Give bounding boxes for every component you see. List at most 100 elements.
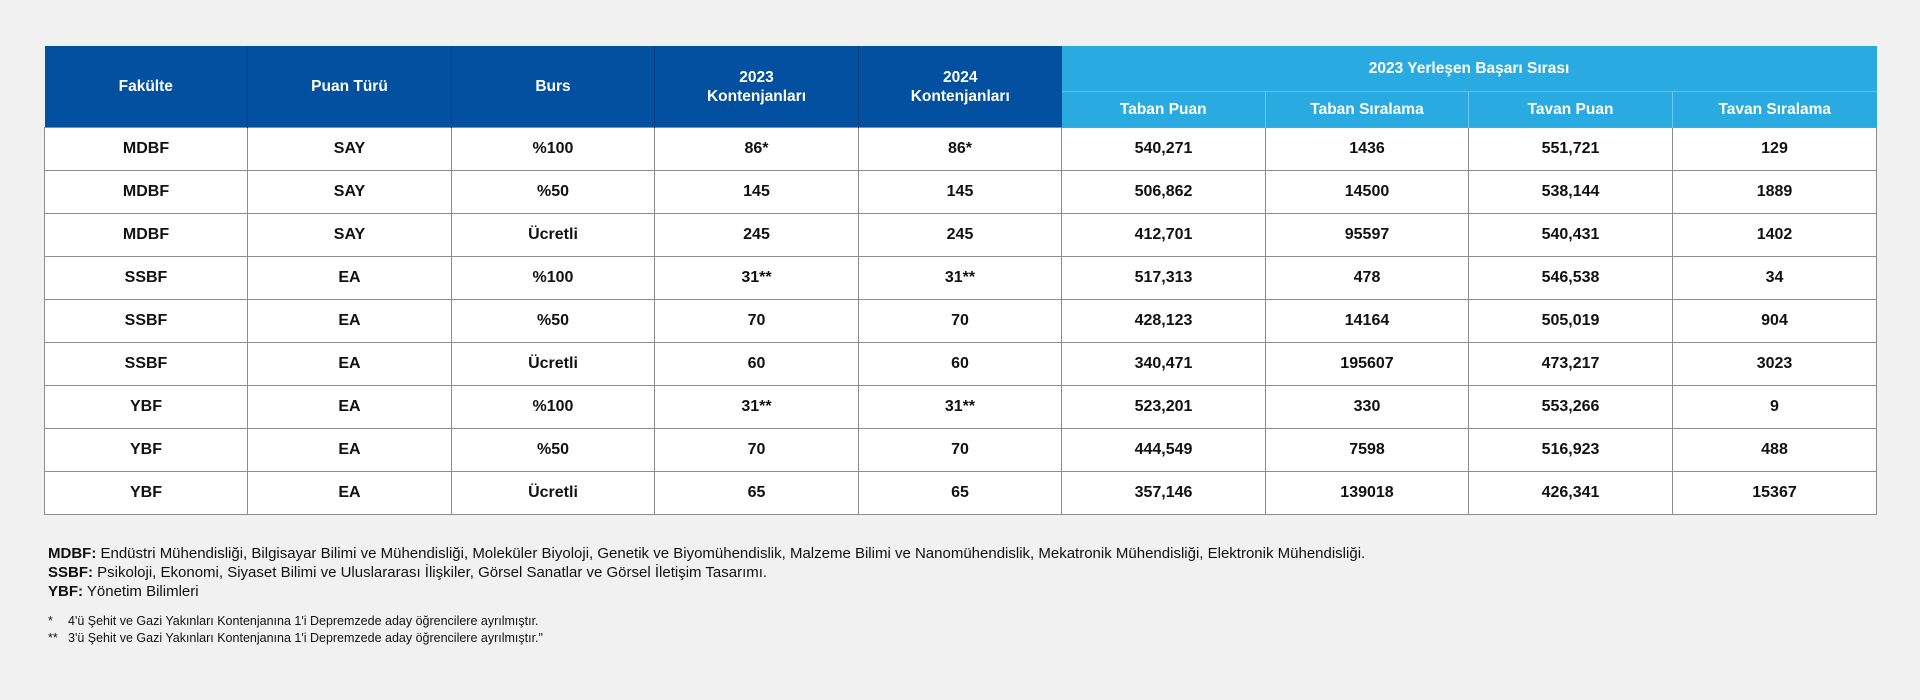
cell-burs: Ücretli xyxy=(451,213,655,257)
note-mdbf: MDBF: Endüstri Mühendisliği, Bilgisayar … xyxy=(48,544,1868,563)
cell-taban-siralama: 14500 xyxy=(1265,170,1469,214)
table-header: Fakülte Puan Türü Burs 2023 Kontenjanlar… xyxy=(44,46,1877,128)
cell-kontenjan-2024: 31** xyxy=(858,256,1062,300)
cell-tavan-siralama: 1402 xyxy=(1671,213,1878,257)
table-row: SSBF EA Ücretli 60 60 340,471 195607 473,217 302… xyxy=(44,342,1878,386)
cell-taban-siralama: 195607 xyxy=(1265,342,1469,386)
cell-taban-siralama: 7598 xyxy=(1265,428,1469,472)
cell-kontenjan-2023: 31** xyxy=(654,385,859,429)
cell-puan-turu: SAY xyxy=(247,170,452,214)
table-row: YBF EA %50 70 70 444,549 7598 516,923 488 xyxy=(44,428,1878,472)
cell-taban-puan: 506,862 xyxy=(1061,170,1266,214)
footnotes: * 4'ü Şehit ve Gazi Yakınları Kontenjanın… xyxy=(48,613,1868,647)
note-ssbf: SSBF: Psikoloji, Ekonomi, Siyaset Bilimi… xyxy=(48,563,1868,582)
cell-puan-turu: EA xyxy=(247,299,452,343)
footnote-2-mark: ** xyxy=(48,631,58,645)
cell-kontenjan-2024: 70 xyxy=(858,428,1062,472)
cell-burs: Ücretli xyxy=(451,342,655,386)
header-kontenjan-2023: 2023 Kontenjanları xyxy=(654,46,859,128)
cell-kontenjan-2024: 145 xyxy=(858,170,1062,214)
header-taban-siralama: Taban Sıralama xyxy=(1265,91,1469,128)
quota-table: Fakülte Puan Türü Burs 2023 Kontenjanlar… xyxy=(44,46,1878,515)
cell-taban-siralama: 139018 xyxy=(1265,471,1469,515)
cell-taban-puan: 428,123 xyxy=(1061,299,1266,343)
cell-tavan-puan: 551,721 xyxy=(1468,127,1673,171)
cell-fakulte: SSBF xyxy=(44,256,248,300)
cell-fakulte: YBF xyxy=(44,428,248,472)
note-mdbf-label: MDBF: xyxy=(48,545,97,562)
header-kontenjan-2024-year: 2024 xyxy=(943,68,978,86)
table-row: SSBF EA %50 70 70 428,123 14164 505,019 904 xyxy=(44,299,1878,343)
footnote-2-text: 3'ü Şehit ve Gazi Yakınları Kontenjanına… xyxy=(68,631,543,645)
note-ybf-label: YBF: xyxy=(48,583,83,600)
cell-taban-puan: 444,549 xyxy=(1061,428,1266,472)
header-kontenjan-2024-label: Kontenjanları xyxy=(910,87,1010,105)
cell-tavan-puan: 540,431 xyxy=(1468,213,1673,257)
cell-taban-puan: 517,313 xyxy=(1061,256,1266,300)
cell-taban-puan: 540,271 xyxy=(1061,127,1266,171)
cell-taban-siralama: 478 xyxy=(1265,256,1469,300)
cell-kontenjan-2024: 245 xyxy=(858,213,1062,257)
cell-fakulte: SSBF xyxy=(44,299,248,343)
cell-tavan-siralama: 488 xyxy=(1671,428,1878,472)
cell-puan-turu: EA xyxy=(247,428,452,472)
cell-puan-turu: SAY xyxy=(247,127,452,171)
cell-tavan-siralama: 904 xyxy=(1671,299,1878,343)
table-body: MDBF SAY %100 86* 86* 540,271 1436 551,721 129 MD… xyxy=(44,127,1878,515)
cell-tavan-puan: 516,923 xyxy=(1468,428,1673,472)
note-ssbf-label: SSBF: xyxy=(48,564,93,581)
cell-kontenjan-2023: 70 xyxy=(654,299,859,343)
cell-burs: Ücretli xyxy=(451,471,655,515)
table-row: YBF EA %100 31** 31** 523,201 330 553,266 9 xyxy=(44,385,1878,429)
cell-tavan-siralama: 34 xyxy=(1671,256,1878,300)
cell-tavan-puan: 538,144 xyxy=(1468,170,1673,214)
cell-burs: %100 xyxy=(451,256,655,300)
footnote-2: ** 3'ü Şehit ve Gazi Yakınları Kontenjanı… xyxy=(48,630,1868,647)
cell-burs: %100 xyxy=(451,385,655,429)
cell-fakulte: YBF xyxy=(44,385,248,429)
note-mdbf-text: Endüstri Mühendisliği, Bilgisayar Bilimi… xyxy=(96,545,1366,562)
cell-tavan-siralama: 1889 xyxy=(1671,170,1878,214)
cell-kontenjan-2024: 86* xyxy=(858,127,1062,171)
cell-burs: %50 xyxy=(451,299,655,343)
cell-tavan-puan: 473,217 xyxy=(1468,342,1673,386)
footnote-1-text: 4'ü Şehit ve Gazi Yakınları Kontenjanına… xyxy=(68,614,539,628)
footnote-1: * 4'ü Şehit ve Gazi Yakınları Kontenjanın… xyxy=(48,613,1868,630)
note-ssbf-text: Psikoloji, Ekonomi, Siyaset Bilimi ve Ul… xyxy=(93,564,768,581)
cell-taban-puan: 340,471 xyxy=(1061,342,1266,386)
cell-tavan-siralama: 129 xyxy=(1671,127,1878,171)
cell-taban-siralama: 95597 xyxy=(1265,213,1469,257)
cell-puan-turu: SAY xyxy=(247,213,452,257)
header-puan-turu: Puan Türü xyxy=(247,46,452,128)
table-row: YBF EA Ücretli 65 65 357,146 139018 426,341 1536… xyxy=(44,471,1878,515)
cell-burs: %50 xyxy=(451,170,655,214)
cell-taban-siralama: 1436 xyxy=(1265,127,1469,171)
cell-kontenjan-2024: 31** xyxy=(858,385,1062,429)
table-row: SSBF EA %100 31** 31** 517,313 478 546,538 34 xyxy=(44,256,1878,300)
cell-tavan-puan: 505,019 xyxy=(1468,299,1673,343)
cell-tavan-puan: 546,538 xyxy=(1468,256,1673,300)
cell-burs: %50 xyxy=(451,428,655,472)
cell-fakulte: SSBF xyxy=(44,342,248,386)
header-fakulte: Fakülte xyxy=(44,46,248,128)
cell-tavan-puan: 553,266 xyxy=(1468,385,1673,429)
cell-tavan-siralama: 3023 xyxy=(1671,342,1878,386)
notes-section: MDBF: Endüstri Mühendisliği, Bilgisayar … xyxy=(48,544,1868,647)
cell-kontenjan-2023: 70 xyxy=(654,428,859,472)
header-tavan-siralama: Tavan Sıralama xyxy=(1672,91,1877,128)
cell-fakulte: MDBF xyxy=(44,213,248,257)
cell-puan-turu: EA xyxy=(247,385,452,429)
cell-tavan-siralama: 9 xyxy=(1671,385,1878,429)
header-tavan-puan: Tavan Puan xyxy=(1468,91,1673,128)
cell-kontenjan-2024: 65 xyxy=(858,471,1062,515)
table-row: MDBF SAY %50 145 145 506,862 14500 538,144 1889 xyxy=(44,170,1878,214)
header-group-basari-sirasi: 2023 Yerleşen Başarı Sırası xyxy=(1061,46,1877,92)
cell-tavan-siralama: 15367 xyxy=(1671,471,1878,515)
header-burs: Burs xyxy=(451,46,655,128)
cell-burs: %100 xyxy=(451,127,655,171)
footnote-1-mark: * xyxy=(48,614,53,628)
cell-tavan-puan: 426,341 xyxy=(1468,471,1673,515)
cell-kontenjan-2023: 65 xyxy=(654,471,859,515)
table-row: MDBF SAY Ücretli 245 245 412,701 95597 540,431 1… xyxy=(44,213,1878,257)
cell-puan-turu: EA xyxy=(247,471,452,515)
